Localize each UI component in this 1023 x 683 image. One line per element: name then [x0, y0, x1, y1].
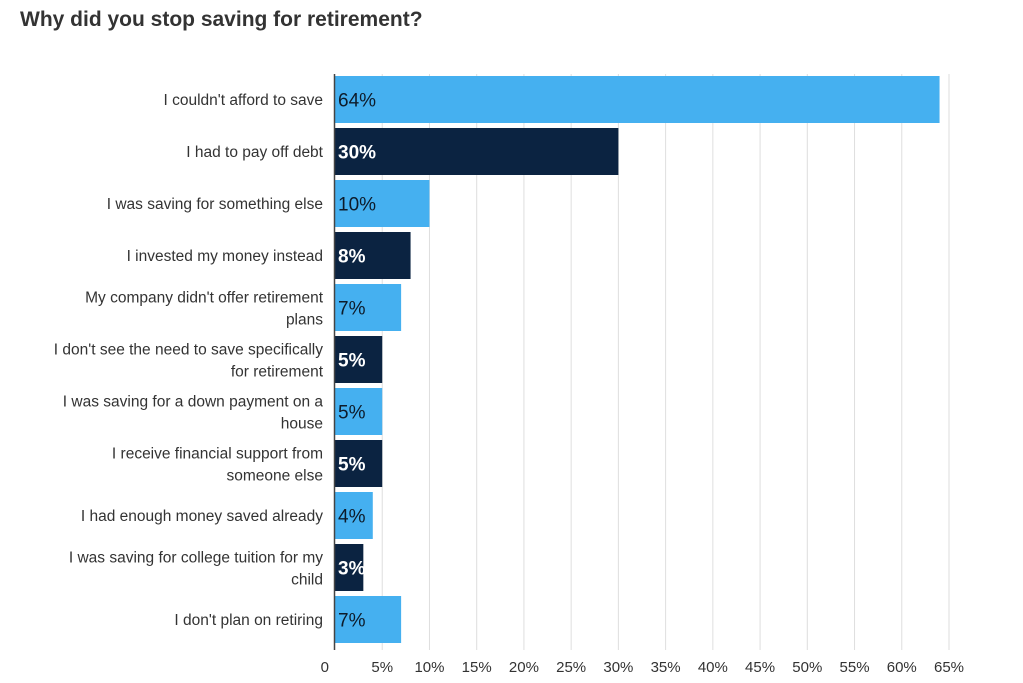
x-tick-label: 40%	[698, 659, 728, 676]
category-label: My company didn't offer retirement plans	[85, 290, 324, 329]
value-label: 4%	[338, 507, 366, 528]
value-label: 7%	[338, 611, 366, 632]
value-label: 7%	[338, 299, 366, 320]
category-label: I don't see the need to save specificall…	[54, 342, 324, 381]
x-tick-label: 5%	[371, 659, 393, 676]
category-labels: I couldn't afford to save I had to pay of…	[54, 92, 324, 629]
value-label: 3%	[338, 559, 366, 580]
bar	[335, 544, 364, 591]
category-label: I was saving for college tuition for my c…	[69, 550, 323, 589]
x-tick-label: 55%	[840, 659, 870, 676]
x-tick-label: 65%	[934, 659, 964, 676]
gridlines	[381, 74, 950, 650]
category-label: I had to pay off debt	[186, 144, 323, 161]
bar	[335, 336, 383, 383]
x-tick-labels: 0 5% 10% 15% 20% 25% 30% 35% 40% 45% 50% 55% 60% 65%	[321, 659, 964, 676]
value-label: 30%	[338, 143, 376, 164]
x-tick-label: 50%	[792, 659, 822, 676]
value-label: 10%	[338, 195, 376, 216]
x-tick-label: 25%	[556, 659, 586, 676]
x-tick-label: 60%	[887, 659, 917, 676]
category-label: I was saving for something else	[107, 196, 323, 213]
bar	[335, 492, 373, 539]
bar	[335, 232, 411, 279]
x-tick-label: 0	[321, 659, 329, 676]
bar	[335, 596, 402, 643]
bar	[335, 128, 619, 175]
value-labels: 64% 30% 10% 8% 7% 5% 5% 5% 4% 3% 7%	[338, 91, 376, 632]
bar	[335, 388, 383, 435]
bar	[335, 440, 383, 487]
bars	[335, 76, 940, 643]
category-label: I was saving for a down payment on a hous…	[63, 394, 324, 433]
category-label: I couldn't afford to save	[164, 92, 324, 109]
x-tick-label: 30%	[603, 659, 633, 676]
category-label: I had enough money saved already	[81, 508, 323, 525]
bar	[335, 76, 940, 123]
value-label: 5%	[338, 351, 366, 372]
x-tick-label: 10%	[414, 659, 444, 676]
value-label: 5%	[338, 455, 366, 476]
value-label: 5%	[338, 403, 366, 424]
category-label: I receive financial support from someone …	[112, 446, 323, 485]
bar	[335, 284, 402, 331]
value-label: 64%	[338, 91, 376, 112]
x-tick-label: 20%	[509, 659, 539, 676]
x-tick-label: 45%	[745, 659, 775, 676]
chart-title: Why did you stop saving for retirement?	[20, 8, 423, 31]
category-label: I don't plan on retiring	[174, 612, 323, 629]
bar	[335, 180, 430, 227]
category-label: I invested my money instead	[127, 248, 323, 265]
value-label: 8%	[338, 247, 366, 268]
x-tick-label: 35%	[651, 659, 681, 676]
x-tick-label: 15%	[462, 659, 492, 676]
